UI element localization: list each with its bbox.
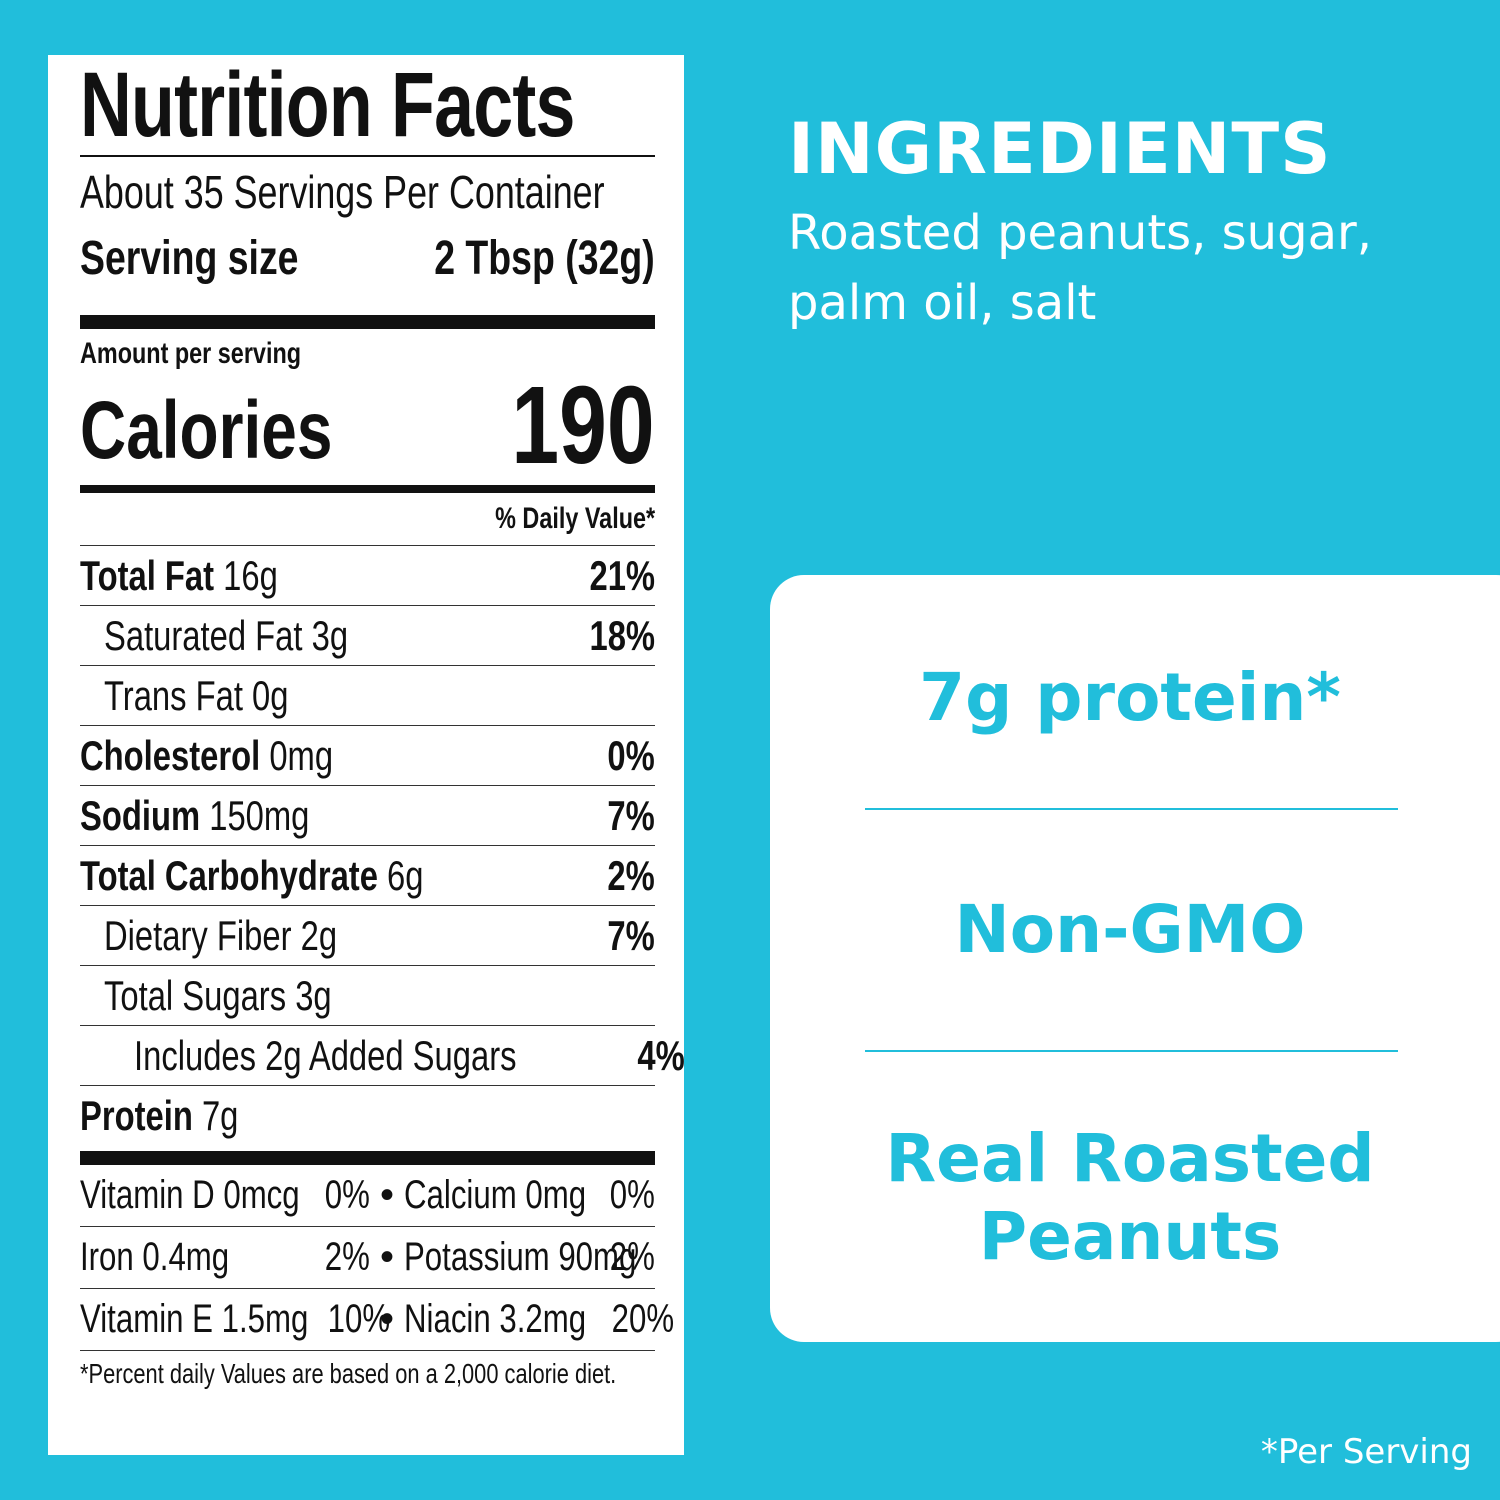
serving-size-value: 2 Tbsp (32g) xyxy=(434,232,655,285)
vitamin-label: Vitamin E 1.5mg xyxy=(80,1297,309,1341)
calories-value: 190 xyxy=(511,364,655,487)
nutrient-dv: 18% xyxy=(589,611,655,659)
nutrient-row-protein: Protein 7g xyxy=(80,1085,655,1145)
claims-card: 7g protein* Non-GMO Real Roasted Peanuts xyxy=(770,575,1500,1342)
nutrient-label: Total Carbohydrate xyxy=(80,851,378,899)
nutrient-row-cholesterol: Cholesterol 0mg 0% xyxy=(80,725,655,785)
vitamin-row: Vitamin E 1.5mg 10% • Niacin 3.2mg 20% xyxy=(80,1288,674,1350)
nutrient-label: Sodium xyxy=(80,791,201,839)
vitamin-dv: 2% xyxy=(609,1235,655,1279)
claim-real-roasted-peanuts: Real Roasted Peanuts xyxy=(865,1120,1395,1276)
amount-per-serving: Amount per serving xyxy=(80,337,302,370)
serving-size-row: Serving size 2 Tbsp (32g) xyxy=(80,223,655,315)
rule-thick xyxy=(80,1151,655,1165)
nutrition-facts-label: Nutrition Facts About 35 Servings Per Co… xyxy=(80,54,685,1397)
vitamin-row: Vitamin D 0mcg 0% • Calcium 0mg 0% xyxy=(80,1165,655,1226)
nutrient-dv: 0% xyxy=(607,731,655,779)
rule-medium xyxy=(80,485,655,493)
nutrient-row-saturated-fat: Saturated Fat 3g 18% xyxy=(80,605,655,665)
nutrient-dv: 21% xyxy=(589,551,655,599)
nutrient-label: Cholesterol xyxy=(80,731,261,779)
ingredients-title: INGREDIENTS xyxy=(788,108,1332,190)
per-serving-note: *Per Serving xyxy=(1260,1432,1472,1472)
nutrient-row-total-carbohydrate: Total Carbohydrate 6g 2% xyxy=(80,845,655,905)
servings-per-container: About 35 Servings Per Container xyxy=(80,166,605,218)
bullet: • xyxy=(379,1297,394,1341)
nutrient-row-added-sugars: Includes 2g Added Sugars 4% xyxy=(80,1025,685,1085)
vitamin-dv: 0% xyxy=(324,1173,370,1217)
vitamin-dv: 0% xyxy=(609,1173,655,1217)
nutrient-amount: 7g xyxy=(201,1091,239,1139)
vitamin-label: Niacin 3.2mg xyxy=(404,1297,587,1341)
claim-protein: 7g protein* xyxy=(919,659,1341,736)
nutrient-dv: 2% xyxy=(607,851,655,899)
nutrient-label: Protein xyxy=(80,1091,193,1139)
nutrient-dv: 4% xyxy=(637,1031,686,1079)
daily-value-header: % Daily Value* xyxy=(495,502,655,535)
nutrient-amount: 6g xyxy=(387,851,424,899)
nutrient-dv: 7% xyxy=(607,791,655,839)
vitamin-row: Iron 0.4mg 2% • Potassium 90mg 2% xyxy=(80,1226,655,1288)
vitamin-label: Iron 0.4mg xyxy=(80,1235,230,1279)
bullet: • xyxy=(379,1173,394,1217)
ingredients-list: Roasted peanuts, sugar, palm oil, salt xyxy=(788,198,1428,338)
nutrient-row-total-sugars: Total Sugars 3g xyxy=(80,965,655,1025)
nutrient-amount: 150mg xyxy=(209,791,310,839)
claim-non-gmo: Non-GMO xyxy=(954,891,1306,968)
nutrient-amount: 16g xyxy=(223,551,278,599)
claim-divider xyxy=(865,1050,1398,1052)
nutrition-title: Nutrition Facts xyxy=(80,54,575,156)
nutrient-row-trans-fat: Trans Fat 0g xyxy=(80,665,655,725)
vitamin-label: Potassium 90mg xyxy=(404,1235,637,1279)
nutrient-label: Total Sugars 3g xyxy=(104,971,332,1019)
nutrient-dv: 7% xyxy=(607,911,655,959)
calories-row: Calories 190 xyxy=(80,371,655,481)
nutrient-label: Dietary Fiber 2g xyxy=(104,911,338,959)
vitamins-section: Vitamin D 0mcg 0% • Calcium 0mg 0% Iron … xyxy=(80,1165,674,1350)
nutrient-row-sodium: Sodium 150mg 7% xyxy=(80,785,655,845)
nutrient-row-dietary-fiber: Dietary Fiber 2g 7% xyxy=(80,905,655,965)
vitamin-label: Calcium 0mg xyxy=(404,1173,587,1217)
serving-size-label: Serving size xyxy=(80,232,299,285)
claim-line: Real Roasted xyxy=(885,1120,1375,1197)
nutrient-label: Trans Fat 0g xyxy=(104,671,289,719)
vitamin-dv: 10% xyxy=(327,1297,391,1341)
nutrient-amount: 0mg xyxy=(269,731,334,779)
claim-line: Peanuts xyxy=(978,1198,1282,1275)
footnote: *Percent daily Values are based on a 2,0… xyxy=(80,1358,617,1389)
claim-divider xyxy=(865,808,1398,810)
bullet: • xyxy=(379,1235,394,1279)
nutrient-label: Saturated Fat 3g xyxy=(104,611,349,659)
vitamin-dv: 2% xyxy=(324,1235,370,1279)
calories-label: Calories xyxy=(80,385,333,476)
nutrient-label: Total Fat xyxy=(80,551,215,599)
nutrition-panel xyxy=(48,55,684,1455)
nutrient-row-total-fat: Total Fat 16g 21% xyxy=(80,545,655,605)
nutrient-label: Includes 2g Added Sugars xyxy=(134,1031,517,1079)
rule-thick xyxy=(80,315,655,329)
ingredients-line: palm oil, salt xyxy=(788,275,1097,331)
vitamin-label: Vitamin D 0mcg xyxy=(80,1173,300,1217)
rule-thin xyxy=(80,155,655,157)
vitamin-dv: 20% xyxy=(611,1297,675,1341)
ingredients-line: Roasted peanuts, sugar, xyxy=(788,205,1372,261)
